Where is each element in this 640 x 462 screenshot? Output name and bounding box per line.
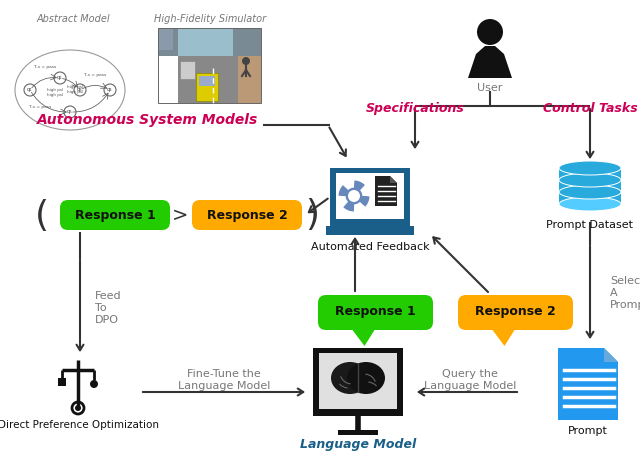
Text: Feed
To
DPO: Feed To DPO — [95, 292, 122, 325]
Bar — [158, 28, 173, 50]
Circle shape — [54, 72, 66, 84]
Text: User: User — [477, 83, 502, 93]
Circle shape — [74, 84, 86, 96]
Bar — [336, 173, 404, 219]
Ellipse shape — [559, 197, 621, 211]
Text: Response 1: Response 1 — [335, 305, 415, 318]
Text: q₅: q₅ — [67, 109, 73, 115]
Text: q₂: q₂ — [57, 75, 63, 80]
Circle shape — [477, 19, 503, 45]
Bar — [158, 28, 261, 56]
Text: High-Fidelity Simulator: High-Fidelity Simulator — [154, 14, 266, 24]
Text: Select
A
Prompt: Select A Prompt — [610, 276, 640, 310]
FancyBboxPatch shape — [458, 295, 573, 330]
Polygon shape — [604, 348, 618, 362]
Circle shape — [90, 380, 98, 388]
Text: Control Tasks: Control Tasks — [543, 102, 637, 115]
Bar — [196, 73, 218, 101]
Bar — [180, 61, 195, 79]
Text: Response 2: Response 2 — [207, 208, 287, 221]
Bar — [158, 28, 261, 103]
Text: q₄: q₄ — [107, 87, 113, 92]
FancyBboxPatch shape — [318, 295, 433, 330]
Text: high psl
high psl: high psl high psl — [47, 88, 63, 97]
Polygon shape — [339, 181, 369, 212]
Bar — [559, 180, 621, 192]
Bar — [319, 353, 397, 409]
Bar — [58, 378, 66, 386]
Bar — [313, 348, 403, 416]
Text: Response 2: Response 2 — [475, 305, 556, 318]
Circle shape — [348, 190, 360, 202]
Text: q₁: q₁ — [27, 87, 33, 92]
Ellipse shape — [331, 362, 369, 394]
Polygon shape — [353, 330, 374, 346]
Circle shape — [75, 405, 81, 411]
Circle shape — [104, 84, 116, 96]
Polygon shape — [390, 176, 397, 183]
Text: >: > — [172, 206, 188, 225]
Text: high psl
high psl: high psl high psl — [67, 85, 83, 94]
Polygon shape — [558, 348, 618, 420]
Text: Response 1: Response 1 — [75, 208, 156, 221]
Text: Direct Preference Optimization: Direct Preference Optimization — [0, 420, 159, 430]
Polygon shape — [468, 46, 512, 78]
Bar — [158, 28, 178, 56]
Text: Tₗ,s = pass: Tₗ,s = pass — [28, 105, 52, 109]
Bar — [330, 168, 410, 226]
Text: Language Model: Language Model — [300, 438, 416, 451]
Text: Abstract Model: Abstract Model — [36, 14, 110, 24]
Bar — [199, 76, 215, 86]
Text: Fine-Tune the
Language Model: Fine-Tune the Language Model — [178, 369, 270, 391]
FancyBboxPatch shape — [60, 200, 170, 230]
Circle shape — [64, 106, 76, 118]
Text: Autonomous System Models: Autonomous System Models — [37, 113, 259, 127]
Text: Tₗ,s = pass: Tₗ,s = pass — [33, 65, 56, 69]
Bar — [178, 56, 248, 103]
Bar — [326, 226, 414, 235]
Bar — [338, 430, 378, 435]
Polygon shape — [375, 176, 397, 206]
Circle shape — [242, 57, 250, 65]
Ellipse shape — [559, 161, 621, 175]
Text: Automated Feedback: Automated Feedback — [310, 242, 429, 252]
Text: Tₗ,s = pass: Tₗ,s = pass — [83, 73, 107, 77]
Text: (: ( — [35, 199, 49, 233]
Bar — [559, 168, 621, 180]
FancyBboxPatch shape — [192, 200, 302, 230]
Text: Query the
Language Model: Query the Language Model — [424, 369, 516, 391]
Bar — [238, 56, 261, 103]
Ellipse shape — [559, 173, 621, 187]
Text: Prompt Dataset: Prompt Dataset — [547, 220, 634, 230]
Polygon shape — [493, 330, 515, 346]
Ellipse shape — [347, 362, 385, 394]
Text: Prompt: Prompt — [568, 426, 608, 436]
Text: ): ) — [305, 198, 319, 232]
Circle shape — [24, 84, 36, 96]
Text: Specifications: Specifications — [365, 102, 465, 115]
Bar — [559, 192, 621, 204]
Ellipse shape — [559, 185, 621, 199]
Bar — [233, 28, 261, 58]
Text: q₃: q₃ — [77, 87, 83, 92]
